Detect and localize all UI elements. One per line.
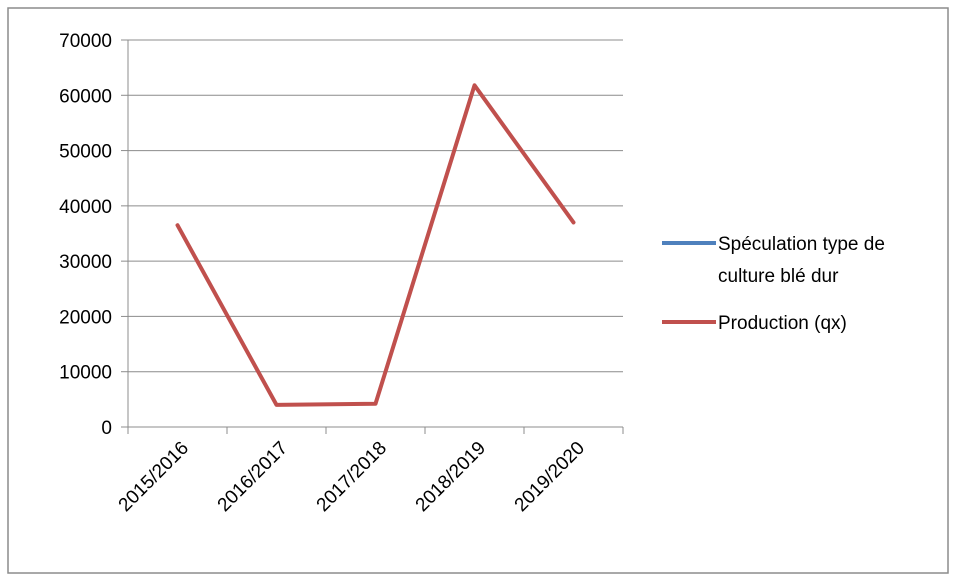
series-lines	[175, 83, 576, 407]
y-tick-label: 50000	[59, 142, 112, 163]
axes	[121, 39, 624, 434]
y-tick-label: 20000	[59, 307, 112, 328]
chart-border	[7, 7, 949, 574]
data-point	[573, 221, 574, 223]
y-tick-label: 60000	[59, 86, 112, 107]
legend: Spéculation type de culture blé dur Produc…	[662, 234, 885, 334]
y-tick-label: 40000	[59, 197, 112, 218]
gridlines	[128, 39, 623, 373]
data-point	[375, 403, 376, 405]
y-tick-label: 30000	[59, 252, 112, 273]
legend-label: culture blé dur	[718, 266, 839, 287]
y-tick-label: 10000	[59, 363, 112, 384]
data-point	[474, 84, 475, 86]
legend-label: Spéculation type de	[718, 234, 885, 255]
y-tick-label: 0	[101, 418, 112, 439]
legend-label: Production (qx)	[718, 313, 847, 334]
data-point	[276, 404, 277, 406]
y-tick-label: 70000	[59, 31, 112, 52]
data-point	[177, 224, 178, 226]
